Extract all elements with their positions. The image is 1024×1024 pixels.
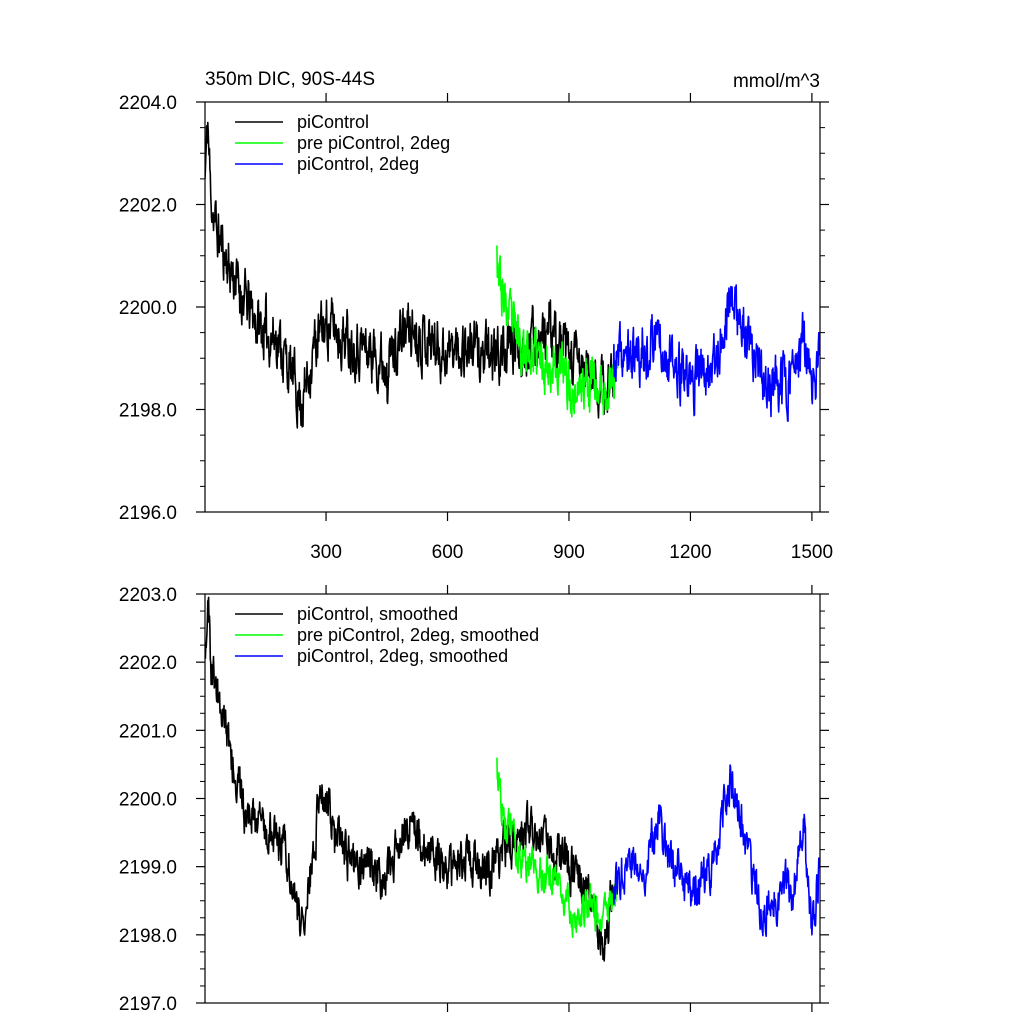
series-line-3 [612,764,820,937]
units-label: mmol/m^3 [733,71,820,92]
y-tick-label: 2200.0 [119,298,177,319]
y-tick-label: 2201.0 [119,721,177,742]
y-tick-label: 2198.0 [119,926,177,947]
x-tick-label: 1500 [791,542,833,563]
series-line-2 [496,757,619,938]
y-tick-label: 2196.0 [119,503,177,524]
legend-label: pre piControl, 2deg [297,133,450,153]
legend-label: piControl, smoothed [297,604,458,624]
legend-label: piControl, 2deg, smoothed [297,646,508,666]
x-tick-label: 600 [432,542,464,563]
series-line-1 [205,121,615,429]
y-tick-label: 2199.0 [119,858,177,879]
y-tick-label: 2198.0 [119,401,177,422]
legend-label: pre piControl, 2deg, smoothed [297,625,539,645]
top-panel: 2196.0 2198.0 2200.0 2202.0 2204.0 300 600 900 1… [119,93,833,563]
legend-label: piControl, 2deg [297,154,419,174]
y-tick-label: 2200.0 [119,790,177,811]
series-line-1 [205,596,614,962]
y-tick-label: 2202.0 [119,653,177,674]
plot-area [205,596,820,962]
plot-area [205,121,820,429]
y-tick-label: 2204.0 [119,93,177,114]
series-line-3 [612,284,820,422]
y-tick-label: 2202.0 [119,196,177,217]
series-line-2 [496,245,619,418]
y-tick-label: 2203.0 [119,585,177,606]
x-tick-label: 1200 [669,542,711,563]
figure-title: 350m DIC, 90S-44S [205,69,375,90]
y-tick-label: 2197.0 [119,994,177,1015]
bottom-panel: 2197.0 2198.0 2199.0 2200.0 2201.0 2202.0 2203… [119,585,829,1015]
legend-label: piControl [297,112,369,132]
x-tick-label: 300 [310,542,342,563]
x-tick-label: 900 [553,542,585,563]
